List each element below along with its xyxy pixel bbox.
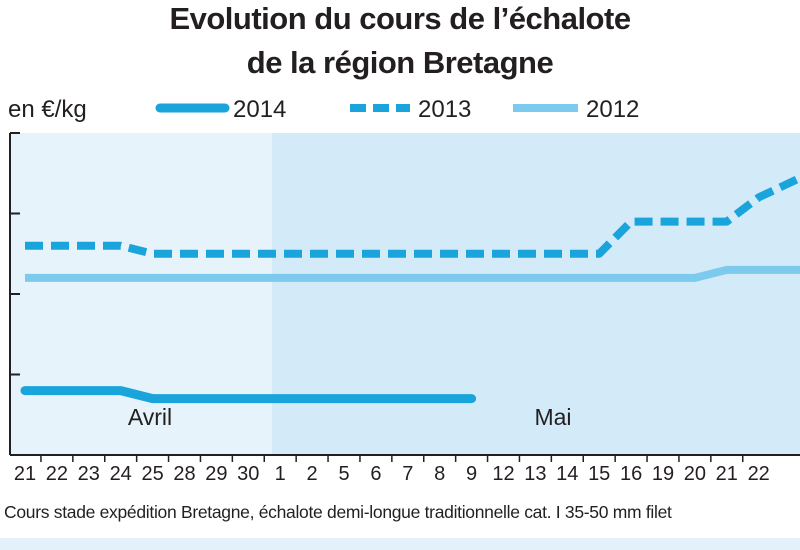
series-line-2013 xyxy=(25,173,800,258)
x-tick-label: 20 xyxy=(684,463,706,485)
legend-label-2014: 2014 xyxy=(233,96,286,123)
x-tick-label: 22 xyxy=(46,463,68,485)
y-axis-unit-label: en €/kg xyxy=(8,96,87,123)
x-tick-label: 22 xyxy=(748,463,770,485)
x-tick-label: 30 xyxy=(237,463,259,485)
x-tick-label: 14 xyxy=(556,463,578,485)
x-tick-label: 15 xyxy=(588,463,610,485)
x-tick-label: 1 xyxy=(275,463,286,485)
x-tick-label: 19 xyxy=(652,463,674,485)
x-tick-label: 2 xyxy=(307,463,318,485)
series-line-2014 xyxy=(20,386,477,404)
x-tick-label: 12 xyxy=(492,463,514,485)
month-label-avril: Avril xyxy=(128,404,172,430)
month-label-mai: Mai xyxy=(534,404,571,430)
footnote: Cours stade expédition Bretagne, échalot… xyxy=(4,502,672,522)
x-tick-label: 6 xyxy=(370,463,381,485)
x-tick-label: 21 xyxy=(716,463,738,485)
x-tick-label: 29 xyxy=(205,463,227,485)
chart-title-line-2: de la région Bretagne xyxy=(246,45,554,80)
x-tick-label: 25 xyxy=(141,463,163,485)
legend-label-2013: 2013 xyxy=(418,96,471,123)
x-tick-label: 21 xyxy=(14,463,36,485)
x-tick-label: 24 xyxy=(110,463,132,485)
x-tick-label: 23 xyxy=(78,463,100,485)
chart-title-line-1: Evolution du cours de l’échalote xyxy=(169,1,631,36)
x-tick-label: 13 xyxy=(524,463,546,485)
x-tick-label: 7 xyxy=(402,463,413,485)
x-tick-label: 28 xyxy=(173,463,195,485)
x-tick-label: 16 xyxy=(620,463,642,485)
x-tick-label: 9 xyxy=(466,463,477,485)
x-tick-label: 8 xyxy=(434,463,445,485)
bottom-band xyxy=(0,538,800,550)
legend-label-2012: 2012 xyxy=(586,96,639,123)
x-tick-label: 5 xyxy=(338,463,349,485)
series-line-2012 xyxy=(25,265,800,282)
